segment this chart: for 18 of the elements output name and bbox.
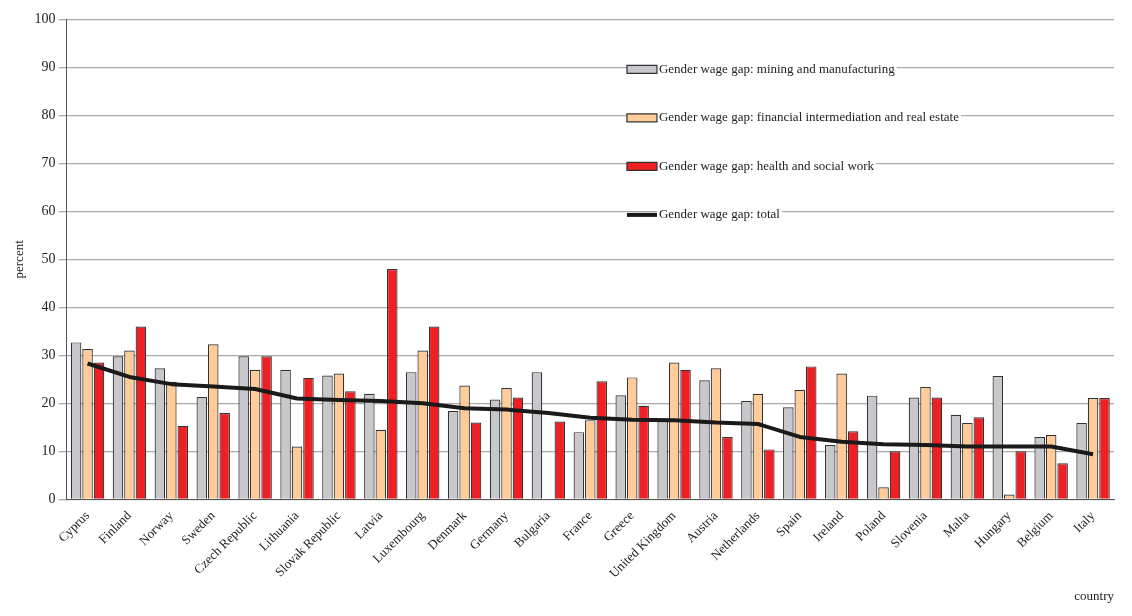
legend-label: Gender wage gap: total xyxy=(658,206,781,222)
y-tick-label: 40 xyxy=(41,299,56,315)
y-tick-label: 50 xyxy=(41,251,56,267)
x-tick-label: Italy xyxy=(1070,507,1098,536)
y-tick-label: 80 xyxy=(41,107,56,123)
y-tick-label: 100 xyxy=(34,11,56,27)
legend-label: Gender wage gap: health and social work xyxy=(658,157,875,173)
y-axis-title: percent xyxy=(11,239,27,279)
legend-label: Gender wage gap: financial intermediation and real estate xyxy=(658,109,960,125)
y-tick-label: 10 xyxy=(41,443,56,458)
y-tick-label: 30 xyxy=(41,347,56,363)
x-axis-title: country xyxy=(1074,587,1115,603)
y-tick-label: 20 xyxy=(41,395,56,411)
y-tick-label: 60 xyxy=(41,203,56,219)
y-tick-label: 0 xyxy=(48,491,56,506)
legend-label: Gender wage gap: mining and manufacturing xyxy=(658,60,896,76)
y-tick-label: 90 xyxy=(41,59,56,75)
y-tick-label: 70 xyxy=(41,155,56,171)
